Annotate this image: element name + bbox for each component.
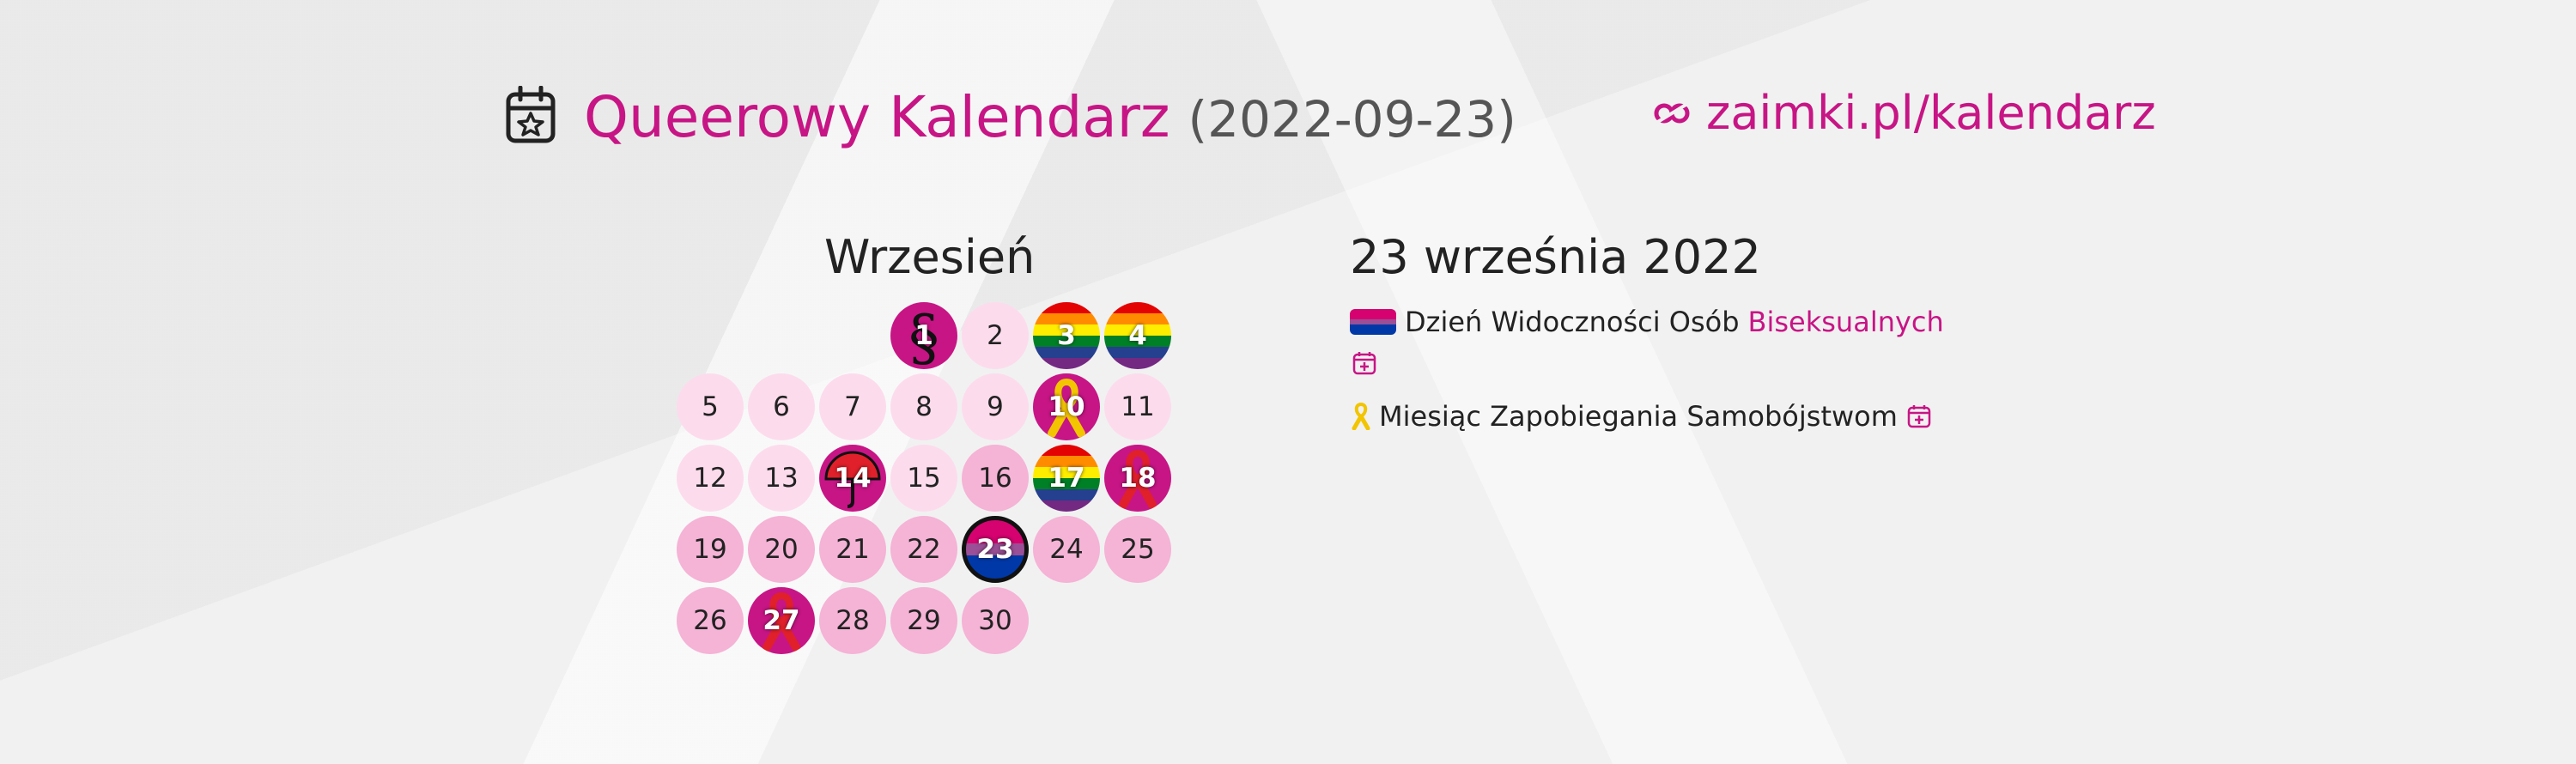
event-link[interactable]: Biseksualnych [1747,306,1944,338]
calendar-day[interactable]: § 1 [890,302,957,369]
calendar-day[interactable]: 27 [748,587,815,654]
calendar-day[interactable]: 3 [1033,302,1100,369]
calendar-day[interactable]: 20 [748,516,815,583]
day-number: 29 [907,605,941,636]
page-title: Queerowy Kalendarz (2022-09-23) [584,79,1516,158]
calendar-day[interactable]: 15 [890,445,957,512]
calendar-day[interactable]: 7 [819,373,886,440]
calendar-day[interactable]: 2 [962,302,1029,369]
app-name: Queerowy Kalendarz [584,84,1170,150]
calendar-day[interactable]: 6 [748,373,815,440]
header-date: (2022-09-23) [1188,90,1516,149]
day-number: 17 [1048,463,1085,494]
calendar-day[interactable]: 10 [1033,373,1100,440]
day-number: 2 [987,320,1004,351]
day-number: 26 [693,605,727,636]
calendar-day[interactable]: 30 [962,587,1029,654]
day-number: 18 [1119,463,1157,494]
zaimki-logo-icon [1654,101,1690,124]
calendar-star-icon [506,86,556,143]
site-link[interactable]: zaimki.pl/kalendarz [1653,86,2156,140]
day-number: 6 [773,391,790,422]
calendar-add-icon[interactable] [1352,350,1377,376]
calendar-day[interactable]: 5 [677,373,744,440]
calendar-add-icon[interactable] [1906,403,1932,429]
day-number: 20 [764,534,799,565]
calendar-day[interactable]: 8 [890,373,957,440]
calendar-day[interactable]: 9 [962,373,1029,440]
calendar-day[interactable]: 26 [677,587,744,654]
day-number: 19 [693,534,727,565]
section-sign-icon: § [890,302,957,369]
yellow-ribbon-icon [1033,373,1100,440]
event-item: Dzień Widoczności Osób Biseksualnych [1350,306,1944,338]
red-ribbon-icon [748,587,815,654]
calendar-day[interactable]: 22 [890,516,957,583]
red-umbrella-icon [819,445,886,512]
yellow-ribbon-icon [1352,403,1370,430]
calendar-day[interactable]: 29 [890,587,957,654]
calendar-day[interactable]: 21 [819,516,886,583]
calendar-day[interactable]: 11 [1104,373,1171,440]
event-item: Miesiąc Zapobiegania Samobójstwom [1352,400,1932,433]
calendar-day[interactable]: 4 [1104,302,1171,369]
calendar-day[interactable]: 24 [1033,516,1100,583]
day-number: 14 [834,463,872,494]
day-number: 12 [693,463,727,494]
day-number: 27 [762,605,800,636]
event-text: Miesiąc Zapobiegania Samobójstwom [1379,400,1898,433]
day-number: 13 [764,463,799,494]
calendar-day[interactable]: 16 [962,445,1029,512]
bisexual-flag-icon [1350,309,1396,335]
day-number: 24 [1049,534,1084,565]
calendar-day[interactable]: 14 [819,445,886,512]
day-number: 28 [835,605,870,636]
svg-text:§: § [908,302,939,369]
selected-date-title: 23 września 2022 [1350,230,1761,284]
calendar-day[interactable]: 23 [962,516,1029,583]
event-text: Dzień Widoczności Osób [1405,306,1740,338]
calendar-day[interactable]: 18 [1104,445,1171,512]
day-number: 16 [978,463,1012,494]
day-number: 22 [907,534,941,565]
day-number: 23 [976,534,1014,565]
calendar-day[interactable]: 19 [677,516,744,583]
red-ribbon-icon [1104,445,1171,512]
day-number: 4 [1128,320,1147,351]
day-number: 21 [835,534,870,565]
day-number: 7 [844,391,861,422]
day-number: 8 [915,391,933,422]
calendar-day[interactable]: 13 [748,445,815,512]
calendar-day[interactable]: 12 [677,445,744,512]
day-number: 3 [1057,320,1076,351]
day-number: 10 [1048,391,1085,422]
site-link-label: zaimki.pl/kalendarz [1706,86,2156,140]
calendar-day[interactable]: 25 [1104,516,1171,583]
day-number: 9 [987,391,1004,422]
day-number: 25 [1121,534,1155,565]
day-number: 1 [914,320,933,351]
day-number: 11 [1121,391,1155,422]
day-number: 30 [978,605,1012,636]
calendar-day[interactable]: 28 [819,587,886,654]
day-number: 5 [702,391,719,422]
month-title: Wrzesień [824,230,1036,284]
calendar-day[interactable]: 17 [1033,445,1100,512]
day-number: 15 [907,463,941,494]
